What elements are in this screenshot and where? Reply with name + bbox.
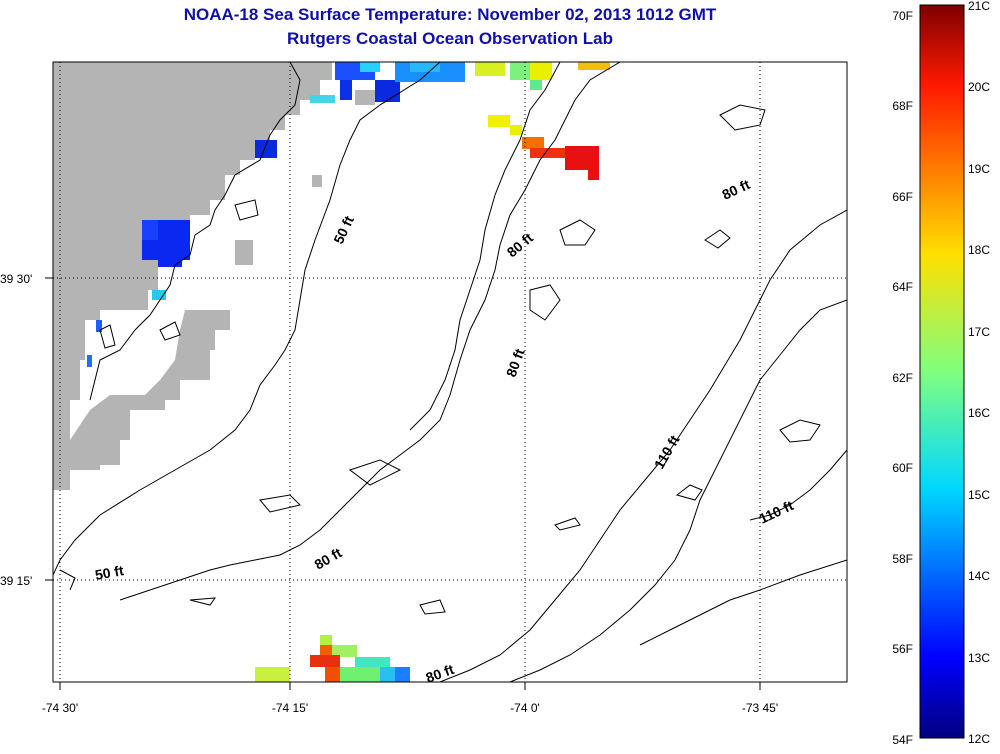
map-subtitle: Rutgers Coastal Ocean Observation Lab: [287, 29, 613, 48]
colorbar-c-label: 12C: [968, 732, 990, 746]
colorbar-f-label: 58F: [892, 552, 913, 566]
x-tick-label: -74 30': [42, 701, 78, 715]
colorbar-f-label: 70F: [892, 9, 913, 23]
colorbar-f-label: 62F: [892, 371, 913, 385]
colorbar-c-label: 15C: [968, 488, 990, 502]
y-tick-label: 39 15': [0, 574, 32, 588]
colorbar-f-label: 64F: [892, 280, 913, 294]
x-tick-label: -74 0': [510, 701, 540, 715]
land-mask: [53, 62, 375, 490]
colorbar-f-label: 66F: [892, 190, 913, 204]
colorbar-c-label: 13C: [968, 651, 990, 665]
sst-pixels: [87, 62, 610, 682]
colorbar-c-label: 20C: [968, 80, 990, 94]
colorbar-f-label: 60F: [892, 461, 913, 475]
colorbar-f-label: 68F: [892, 99, 913, 113]
grid-lines: [53, 62, 847, 682]
colorbar-c-label: 14C: [968, 569, 990, 583]
colorbar-c-label: 18C: [968, 243, 990, 257]
colorbar-gradient: [919, 4, 965, 739]
colorbar-f-label: 54F: [892, 733, 913, 747]
colorbar-c-label: 19C: [968, 162, 990, 176]
colorbar-c-label: 16C: [968, 406, 990, 420]
colorbar-c-label: 21C: [968, 0, 990, 13]
plot-frame: [52, 61, 848, 683]
colorbar-c-label: 17C: [968, 325, 990, 339]
contour-label: 50 ft: [94, 562, 125, 583]
bathymetry-contours: [53, 62, 847, 682]
map-title: NOAA-18 Sea Surface Temperature: Novembe…: [183, 5, 717, 24]
x-tick-label: -73 45': [742, 701, 778, 715]
colorbar: 70F 68F 66F 64F 62F 60F 58F 56F 54F 21C …: [892, 0, 990, 747]
x-tick-label: -74 15': [272, 701, 308, 715]
axis-ticks: [45, 277, 761, 690]
y-tick-label: 39 30': [0, 272, 32, 286]
colorbar-f-label: 56F: [892, 642, 913, 656]
